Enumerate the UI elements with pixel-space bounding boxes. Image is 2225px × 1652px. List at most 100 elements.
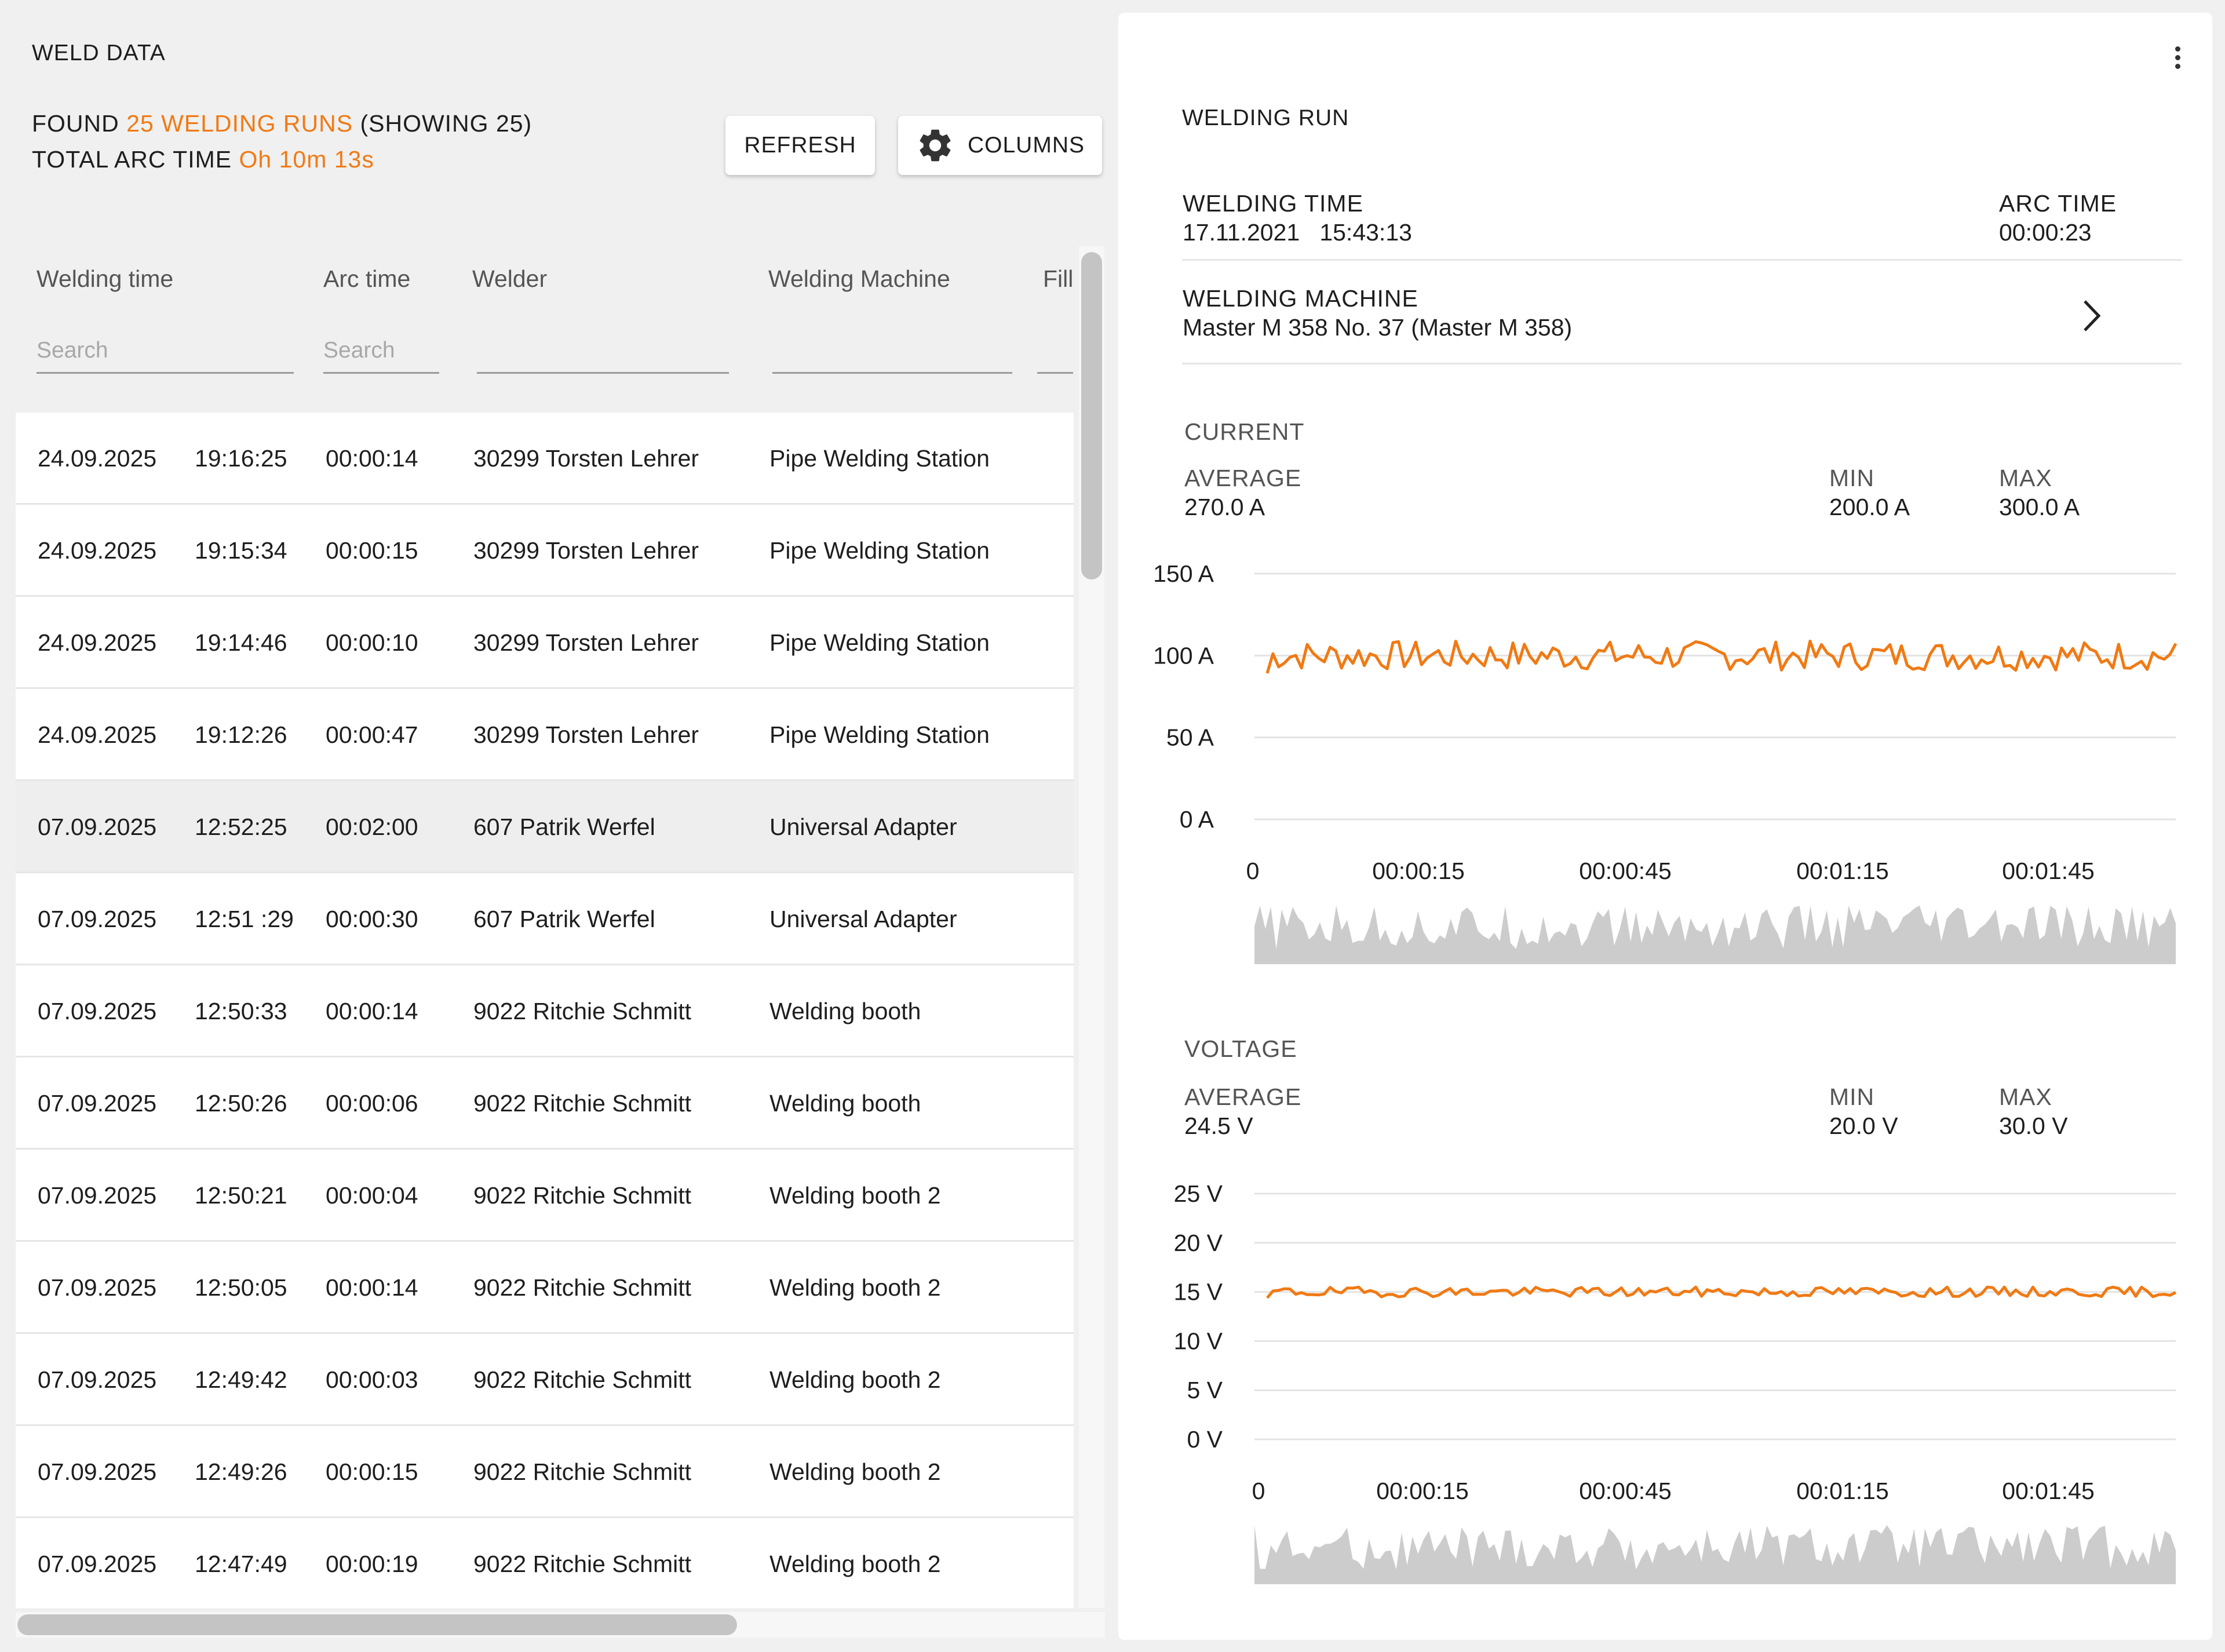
y-tick-label: 25 V <box>1174 1180 1223 1207</box>
table-row[interactable]: 24.09.2025 19:16:25 00:00:14 30299 Torsten … <box>16 413 1074 505</box>
table-row[interactable]: 07.09.2025 12:49:42 00:00:03 9022 Ritchie S… <box>16 1334 1074 1426</box>
y-tick-label: 15 V <box>1174 1279 1223 1305</box>
cell-date: 24.09.2025 <box>38 537 157 564</box>
y-tick-label: 10 V <box>1174 1328 1223 1354</box>
cell-date: 07.09.2025 <box>38 1274 157 1301</box>
detail-title: WELDING RUN <box>1182 105 1349 130</box>
table-row[interactable]: 07.09.2025 12:50:05 00:00:14 9022 Ritchie S… <box>16 1242 1074 1334</box>
cell-arc-time: 00:00:06 <box>326 1090 418 1117</box>
cell-date: 24.09.2025 <box>38 629 157 656</box>
cell-welder: 9022 Ritchie Schmitt <box>473 1182 692 1209</box>
arc-time-search-input[interactable] <box>323 333 439 368</box>
chevron-right-icon[interactable] <box>2079 296 2104 336</box>
cell-arc-time: 00:00:47 <box>326 721 418 748</box>
filter-arc-time <box>323 333 439 374</box>
table-row[interactable]: 07.09.2025 12:50:26 00:00:06 9022 Ritchie S… <box>16 1057 1074 1150</box>
cell-time: 19:12:26 <box>195 721 287 748</box>
x-tick-label: 0 <box>1252 1478 1265 1504</box>
table-row[interactable]: 07.09.2025 12:49:26 00:00:15 9022 Ritchie S… <box>16 1426 1074 1518</box>
cell-date: 24.09.2025 <box>38 721 157 748</box>
cell-arc-time: 00:00:04 <box>326 1182 418 1209</box>
voltage-min-label: MIN <box>1829 1084 1875 1110</box>
cell-date: 07.09.2025 <box>38 1458 157 1485</box>
cell-welding-machine: Universal Adapter <box>769 906 957 932</box>
columns-button[interactable]: COLUMNS <box>898 116 1102 175</box>
arc-time-label: ARC TIME <box>1999 190 2117 217</box>
welding-machine-filter-input[interactable] <box>772 333 1012 368</box>
x-tick-label: 00:00:15 <box>1376 1478 1469 1504</box>
overview-area[interactable] <box>1254 905 2176 964</box>
cell-time: 12:50:05 <box>195 1274 287 1301</box>
refresh-label: REFRESH <box>744 133 856 158</box>
current-average-value: 270.0 A <box>1184 494 1265 520</box>
table-row[interactable]: 07.09.2025 12:52:25 00:02:00 607 Patrik Wer… <box>16 781 1074 873</box>
cell-arc-time: 00:02:00 <box>326 814 418 840</box>
voltage-average-label: AVERAGE <box>1184 1084 1302 1110</box>
cell-arc-time: 00:00:15 <box>326 537 418 564</box>
cell-welder: 30299 Torsten Lehrer <box>473 445 699 472</box>
x-tick-label: 00:00:15 <box>1372 858 1465 884</box>
cell-time: 12:49:42 <box>195 1366 287 1393</box>
cell-date: 24.09.2025 <box>38 445 157 472</box>
cell-arc-time: 00:00:10 <box>326 629 418 656</box>
table-row[interactable]: 07.09.2025 12:50:33 00:00:14 9022 Ritchie S… <box>16 965 1074 1057</box>
cell-date: 07.09.2025 <box>38 814 157 840</box>
cell-welding-machine: Welding booth 2 <box>769 1182 941 1209</box>
cell-time: 12:51 :29 <box>195 906 294 932</box>
table-row[interactable]: 24.09.2025 19:15:34 00:00:15 30299 Torsten … <box>16 505 1074 597</box>
welder-filter-input[interactable] <box>477 333 729 368</box>
current-max-value: 300.0 A <box>1999 494 2080 520</box>
vertical-scrollbar-thumb[interactable] <box>1081 252 1102 579</box>
y-tick-label: 0 V <box>1187 1426 1223 1453</box>
horizontal-scrollbar-thumb[interactable] <box>17 1614 737 1635</box>
voltage-min-value: 20.0 V <box>1829 1113 1898 1139</box>
current-chart: 150 A 100 A 50 A 0 A 0 00:00:15 00:00:45 00:01:… <box>1153 546 2196 986</box>
cell-date: 07.09.2025 <box>38 1090 157 1117</box>
cell-time: 19:16:25 <box>195 445 287 472</box>
cell-welder: 9022 Ritchie Schmitt <box>473 1090 692 1117</box>
cell-welding-machine: Pipe Welding Station <box>769 537 990 564</box>
table-row[interactable]: 07.09.2025 12:51 :29 00:00:30 607 Patrik We… <box>16 873 1074 965</box>
series-line <box>1266 1285 2177 1299</box>
welding-time-label: WELDING TIME <box>1183 190 1363 217</box>
fill-filter-input[interactable] <box>1037 333 1073 368</box>
y-tick-label: 20 V <box>1174 1230 1223 1256</box>
table-row[interactable]: 24.09.2025 19:12:26 00:00:47 30299 Torsten … <box>16 689 1074 781</box>
gear-icon <box>920 129 951 162</box>
column-header-welding-time[interactable]: Welding time <box>37 265 174 292</box>
column-header-welder[interactable]: Welder <box>472 265 548 292</box>
found-summary: FOUND 25 WELDING RUNS (SHOWING 25) <box>32 110 532 137</box>
cell-welder: 607 Patrik Werfel <box>473 814 655 840</box>
cell-date: 07.09.2025 <box>38 906 157 932</box>
column-header-arc-time[interactable]: Arc time <box>323 265 411 292</box>
y-tick-label: 5 V <box>1187 1377 1223 1403</box>
welding-time-search-input[interactable] <box>37 333 294 368</box>
cell-welding-machine: Welding booth 2 <box>769 1551 941 1577</box>
filter-fill <box>1037 333 1073 374</box>
x-tick-label: 00:00:45 <box>1579 1478 1672 1504</box>
welding-time-value: 17.11.2021 15:43:13 <box>1183 219 1412 246</box>
column-header-welding-machine[interactable]: Welding Machine <box>768 265 950 292</box>
table-row[interactable]: 24.09.2025 19:14:46 00:00:10 30299 Torsten … <box>16 597 1074 689</box>
cell-arc-time: 00:00:19 <box>326 1551 418 1577</box>
y-tick-label: 150 A <box>1153 560 1214 587</box>
more-vertical-icon[interactable] <box>2166 41 2189 75</box>
cell-welding-machine: Welding booth 2 <box>769 1274 941 1301</box>
overview-area[interactable] <box>1254 1525 2176 1584</box>
arc-time-value: 00:00:23 <box>1999 219 2092 246</box>
column-header-fill[interactable]: Fill <box>1043 265 1074 292</box>
cell-welding-machine: Pipe Welding Station <box>769 445 990 472</box>
current-min-value: 200.0 A <box>1829 494 1910 520</box>
app-title: WELD DATA <box>32 41 166 65</box>
filter-welding-machine <box>772 333 1012 374</box>
cell-time: 12:50:26 <box>195 1090 287 1117</box>
cell-date: 07.09.2025 <box>38 1182 157 1209</box>
cell-welder: 9022 Ritchie Schmitt <box>473 1366 692 1393</box>
cell-arc-time: 00:00:15 <box>326 1458 418 1485</box>
refresh-button[interactable]: REFRESH <box>725 116 875 175</box>
table-row[interactable]: 07.09.2025 12:47:49 00:00:19 9022 Ritchie S… <box>16 1518 1074 1609</box>
current-chart-svg: 150 A 100 A 50 A 0 A 0 00:00:15 00:00:45 00:01:… <box>1153 560 2177 964</box>
table-row[interactable]: 07.09.2025 12:50:21 00:00:04 9022 Ritchie S… <box>16 1150 1074 1242</box>
found-prefix: FOUND <box>32 110 127 137</box>
cell-welding-machine: Pipe Welding Station <box>769 721 990 748</box>
